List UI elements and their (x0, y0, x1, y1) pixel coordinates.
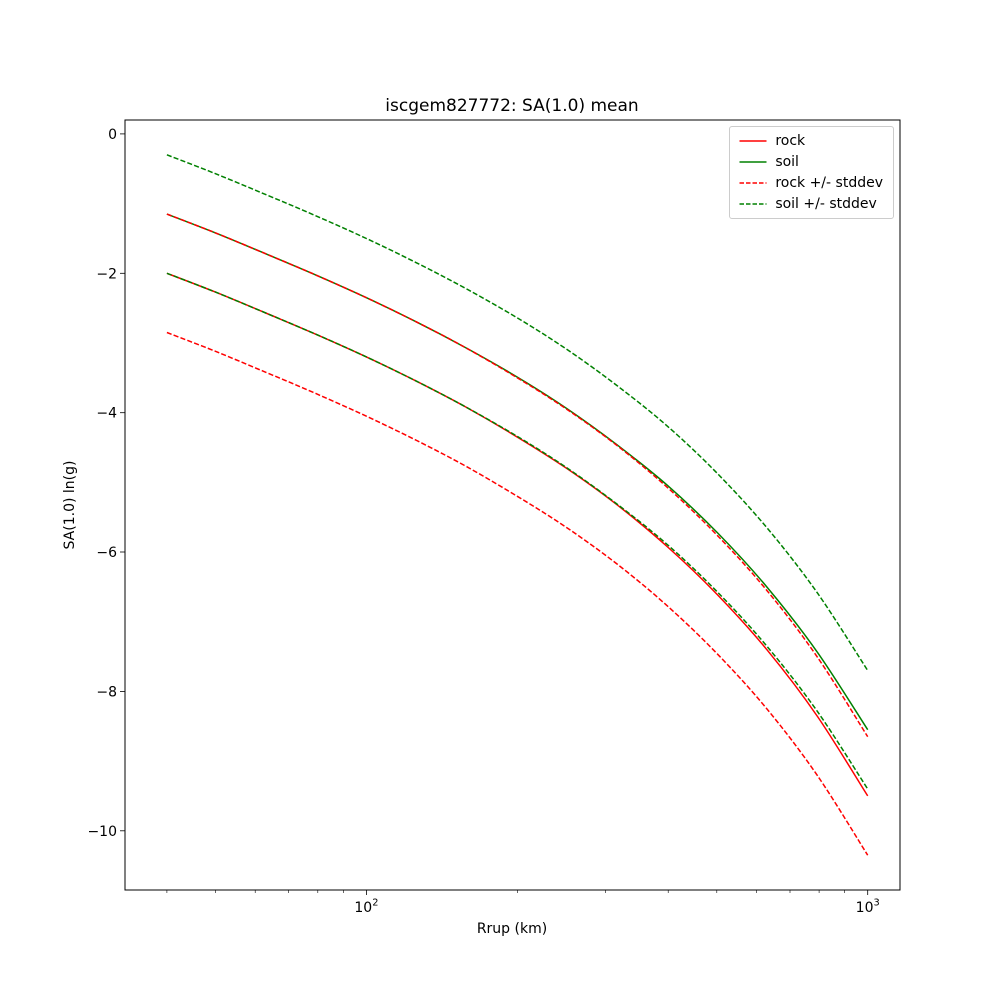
y-tick-label: −2 (96, 266, 117, 282)
x-tick-label: 103 (856, 898, 880, 917)
legend: rock soil rock +/- stddev soil +/- stddev (729, 126, 894, 219)
legend-line-sample (739, 140, 767, 142)
legend-line-sample (739, 161, 767, 163)
y-tick-label: −6 (96, 545, 117, 561)
y-axis-label: SA(1.0) ln(g) (62, 460, 78, 550)
legend-item-rock: rock (739, 133, 883, 149)
y-tick-label: −10 (87, 824, 117, 840)
legend-label: rock (775, 133, 806, 149)
legend-item-rock-stddev: rock +/- stddev (739, 175, 883, 191)
soil-line (166, 213, 869, 731)
chart-title: iscgem827772: SA(1.0) mean (385, 96, 639, 116)
legend-item-soil: soil (739, 154, 883, 170)
x-tick-label: 102 (354, 898, 378, 917)
legend-label: rock +/- stddev (775, 175, 883, 191)
legend-item-soil-stddev: soil +/- stddev (739, 196, 883, 212)
y-tick-label: −4 (96, 406, 117, 422)
legend-label: soil +/- stddev (775, 196, 877, 212)
x-axis-label: Rrup (km) (476, 921, 548, 937)
rock-minus-stddev-line (166, 331, 869, 856)
y-tick-label: 0 (108, 127, 117, 143)
rock-plus-stddev-line (166, 213, 869, 738)
legend-line-sample (739, 203, 767, 205)
soil-minus-stddev-line (166, 272, 869, 790)
soil-plus-stddev-line (166, 154, 869, 671)
plot-frame (124, 119, 901, 891)
y-tick-label: −8 (96, 684, 117, 700)
legend-line-sample (739, 182, 767, 184)
legend-label: soil (775, 154, 799, 170)
rock-line (166, 272, 869, 797)
